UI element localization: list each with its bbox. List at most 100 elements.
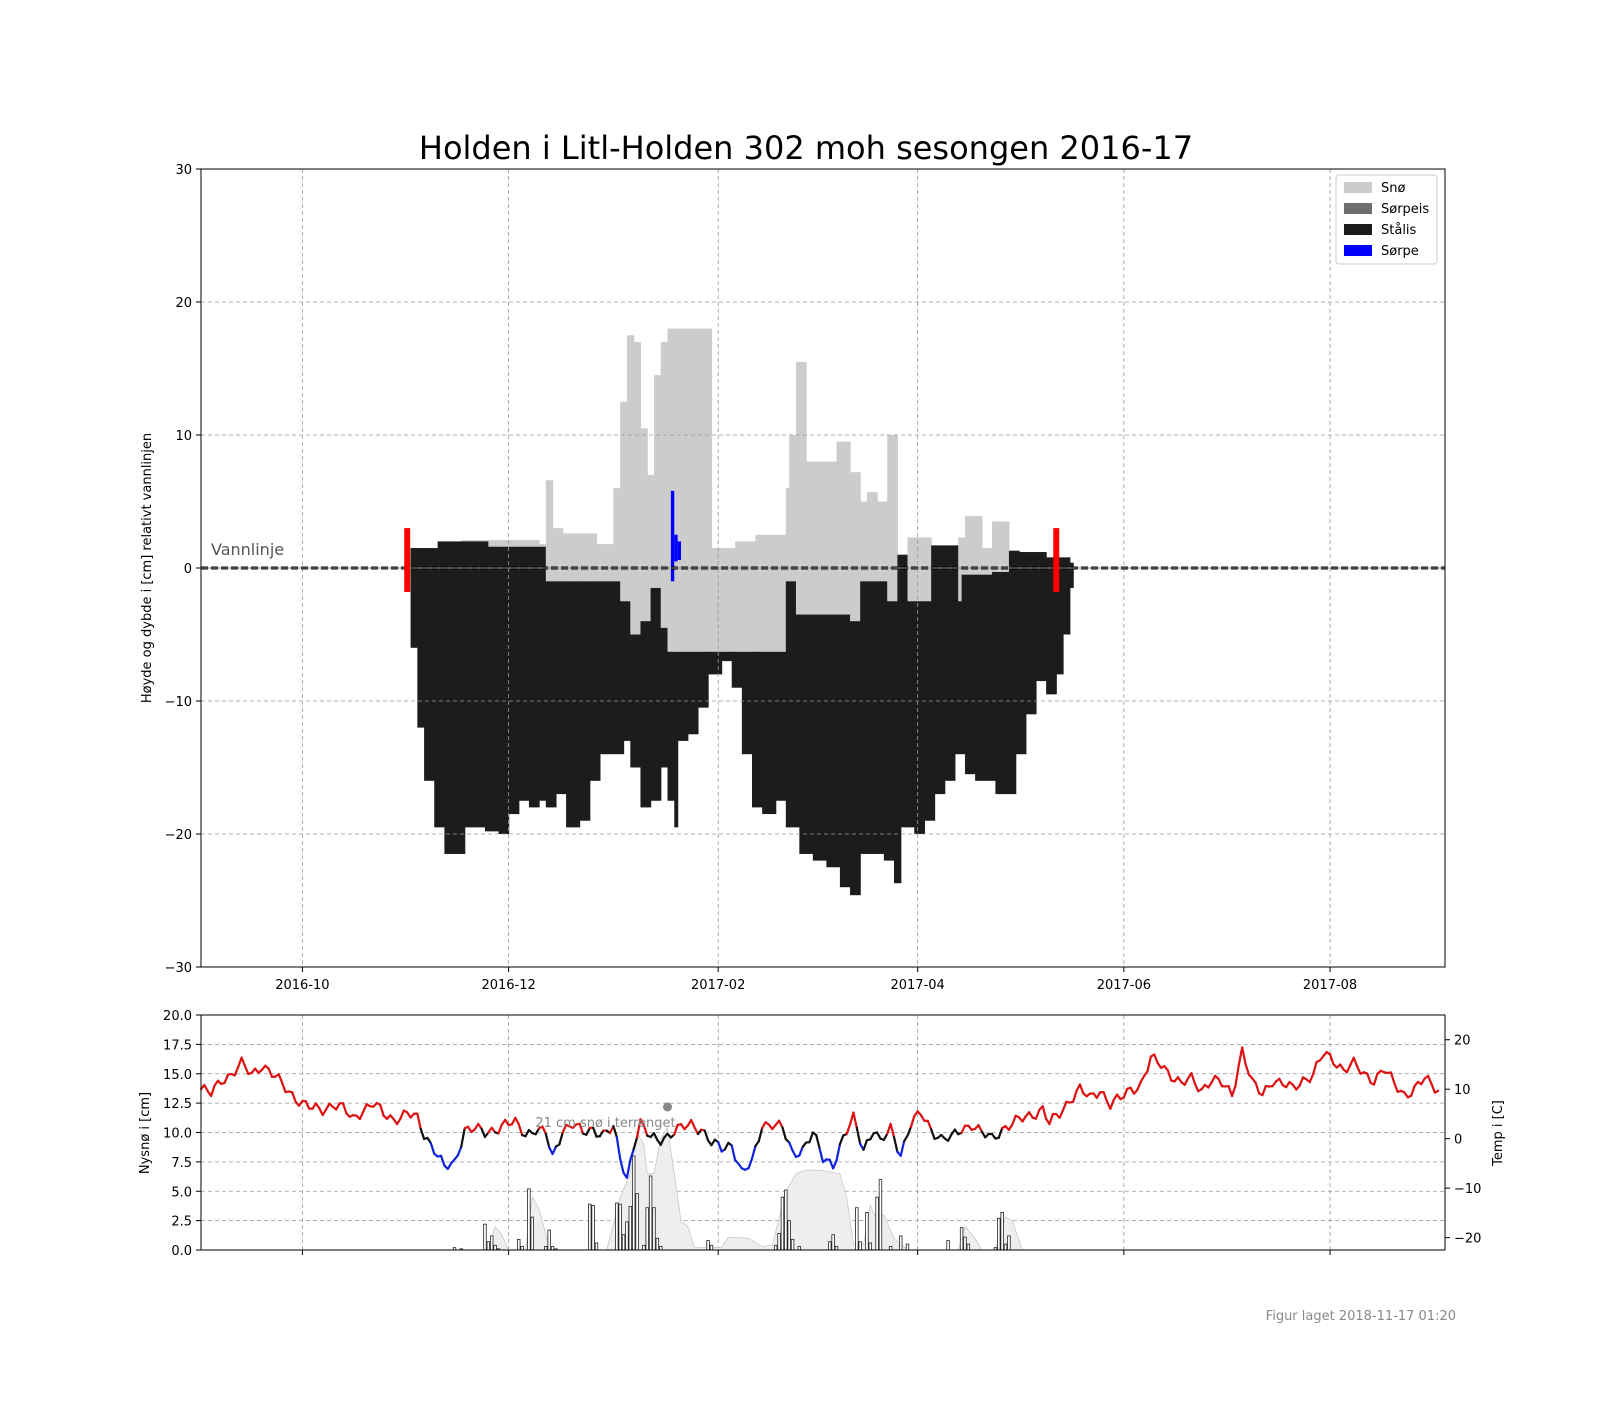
new-snow-bar bbox=[781, 1197, 784, 1250]
temperature-segment bbox=[306, 1101, 309, 1108]
new-snow-bar bbox=[869, 1243, 872, 1250]
top-y-tick-label-6: 30 bbox=[175, 163, 192, 178]
new-snow-bar bbox=[788, 1221, 791, 1250]
new-snow-bar bbox=[859, 1242, 862, 1250]
temperature-segment bbox=[498, 1124, 501, 1133]
new-snow-bar bbox=[866, 1212, 869, 1250]
temperature-segment bbox=[691, 1120, 694, 1127]
temperature-segment bbox=[1330, 1054, 1333, 1064]
temperature-segment bbox=[431, 1143, 434, 1153]
new-snow-bar bbox=[906, 1244, 909, 1250]
new-snow-bar bbox=[774, 1245, 777, 1250]
temperature-segment bbox=[999, 1128, 1002, 1138]
new-snow-bar bbox=[521, 1246, 524, 1250]
new-snow-bar bbox=[967, 1244, 970, 1250]
temperature-segment bbox=[458, 1147, 461, 1156]
temperature-segment bbox=[1043, 1106, 1046, 1119]
new-snow-bar bbox=[595, 1243, 598, 1250]
temperature-segment bbox=[901, 1141, 904, 1156]
temperature-segment bbox=[799, 1147, 802, 1156]
temperature-segment bbox=[749, 1159, 752, 1168]
temperature-segment bbox=[864, 1140, 867, 1150]
temperature-segment bbox=[1060, 1110, 1063, 1118]
temperature-segment bbox=[1256, 1083, 1259, 1093]
temperature-segment bbox=[789, 1142, 792, 1150]
top-y-tick-label-1: −20 bbox=[165, 828, 192, 843]
new-snow-bar bbox=[629, 1207, 632, 1250]
bot-y-tick-label-8: 20.0 bbox=[163, 1009, 192, 1024]
temperature-segment bbox=[1300, 1077, 1303, 1085]
legend-label-stalis: Stålis bbox=[1381, 223, 1417, 238]
temperature-segment bbox=[1347, 1065, 1350, 1072]
temperature-segment bbox=[809, 1133, 812, 1143]
new-snow-bar bbox=[785, 1190, 788, 1250]
top-x-tick-label-0: 2016-10 bbox=[275, 978, 329, 993]
new-snow-bar bbox=[964, 1237, 967, 1250]
new-snow-bar bbox=[548, 1230, 551, 1250]
temperature-segment bbox=[759, 1128, 762, 1141]
temperature-segment bbox=[962, 1126, 965, 1133]
temperature-segment bbox=[1374, 1074, 1377, 1085]
temperature-segment bbox=[553, 1147, 556, 1154]
new-snow-bar bbox=[636, 1194, 639, 1250]
temperature-segment bbox=[559, 1133, 562, 1145]
bot-y2-tick-label-3: 10 bbox=[1454, 1083, 1471, 1098]
temperature-segment bbox=[617, 1137, 620, 1159]
legend-swatch-sorpeis bbox=[1344, 203, 1372, 214]
chart-title: Holden i Litl-Holden 302 moh sesongen 20… bbox=[419, 129, 1193, 167]
temperature-segment bbox=[1242, 1047, 1245, 1064]
temperature-segment bbox=[1137, 1082, 1140, 1090]
new-snow-bar bbox=[531, 1217, 534, 1250]
temperature-segment bbox=[1262, 1086, 1265, 1095]
bot-y-tick-label-4: 10.0 bbox=[163, 1127, 192, 1142]
temperature-segment bbox=[816, 1135, 819, 1149]
new-snow-bar bbox=[622, 1235, 625, 1250]
new-snow-bar bbox=[619, 1204, 622, 1250]
temperature-segment bbox=[1073, 1091, 1076, 1102]
new-snow-bar bbox=[545, 1246, 548, 1250]
new-snow-bar bbox=[490, 1236, 493, 1250]
temperature-segment bbox=[1036, 1110, 1039, 1119]
bot-y-tick-label-5: 12.5 bbox=[163, 1097, 192, 1112]
temperature-segment bbox=[979, 1125, 982, 1132]
new-snow-bar bbox=[707, 1241, 710, 1250]
temperature-segment bbox=[441, 1156, 444, 1166]
new-snow-bar bbox=[528, 1189, 531, 1250]
temperature-segment bbox=[779, 1121, 782, 1128]
legend-swatch-stalis bbox=[1344, 224, 1372, 235]
new-snow-bar bbox=[632, 1156, 635, 1250]
temperature-segment bbox=[245, 1066, 248, 1074]
snow-annotation-marker bbox=[663, 1103, 672, 1112]
temperature-segment bbox=[417, 1114, 420, 1129]
temperature-segment bbox=[718, 1142, 721, 1151]
waterline-label: Vannlinje bbox=[211, 540, 284, 559]
legend-label-sno: Snø bbox=[1381, 181, 1405, 196]
temperature-segment bbox=[1191, 1073, 1194, 1083]
temperature-segment bbox=[242, 1058, 245, 1066]
temperature-segment bbox=[837, 1144, 840, 1160]
top-x-tick-label-4: 2017-06 bbox=[1097, 978, 1151, 993]
top-x-tick-label-1: 2016-12 bbox=[481, 978, 535, 993]
new-snow-bar bbox=[1001, 1212, 1004, 1250]
temperature-segment bbox=[732, 1146, 735, 1161]
top-y-axis-label: Høyde og dybde i [cm] relativt vannlinje… bbox=[140, 433, 155, 703]
new-snow-bar bbox=[778, 1234, 781, 1250]
ice-bar bbox=[1070, 563, 1074, 588]
new-snow-bar bbox=[592, 1205, 595, 1250]
new-snow-bar bbox=[626, 1222, 629, 1250]
temperature-segment bbox=[911, 1116, 914, 1127]
temperature-segment bbox=[705, 1131, 708, 1141]
temperature-segment bbox=[225, 1075, 228, 1083]
temperature-segment bbox=[782, 1127, 785, 1139]
temperature-segment bbox=[400, 1111, 403, 1119]
bot-y2-tick-label-1: −10 bbox=[1454, 1182, 1481, 1197]
new-snow-bar bbox=[656, 1238, 659, 1250]
temperature-segment bbox=[908, 1127, 911, 1136]
temperature-segment bbox=[461, 1128, 464, 1146]
temperature-segment bbox=[840, 1135, 843, 1144]
top-x-tick-label-2: 2017-02 bbox=[691, 978, 745, 993]
temperature-segment bbox=[546, 1134, 549, 1147]
bot-y-tick-label-6: 15.0 bbox=[163, 1068, 192, 1083]
bot-y2-tick-label-0: −20 bbox=[1454, 1232, 1481, 1247]
